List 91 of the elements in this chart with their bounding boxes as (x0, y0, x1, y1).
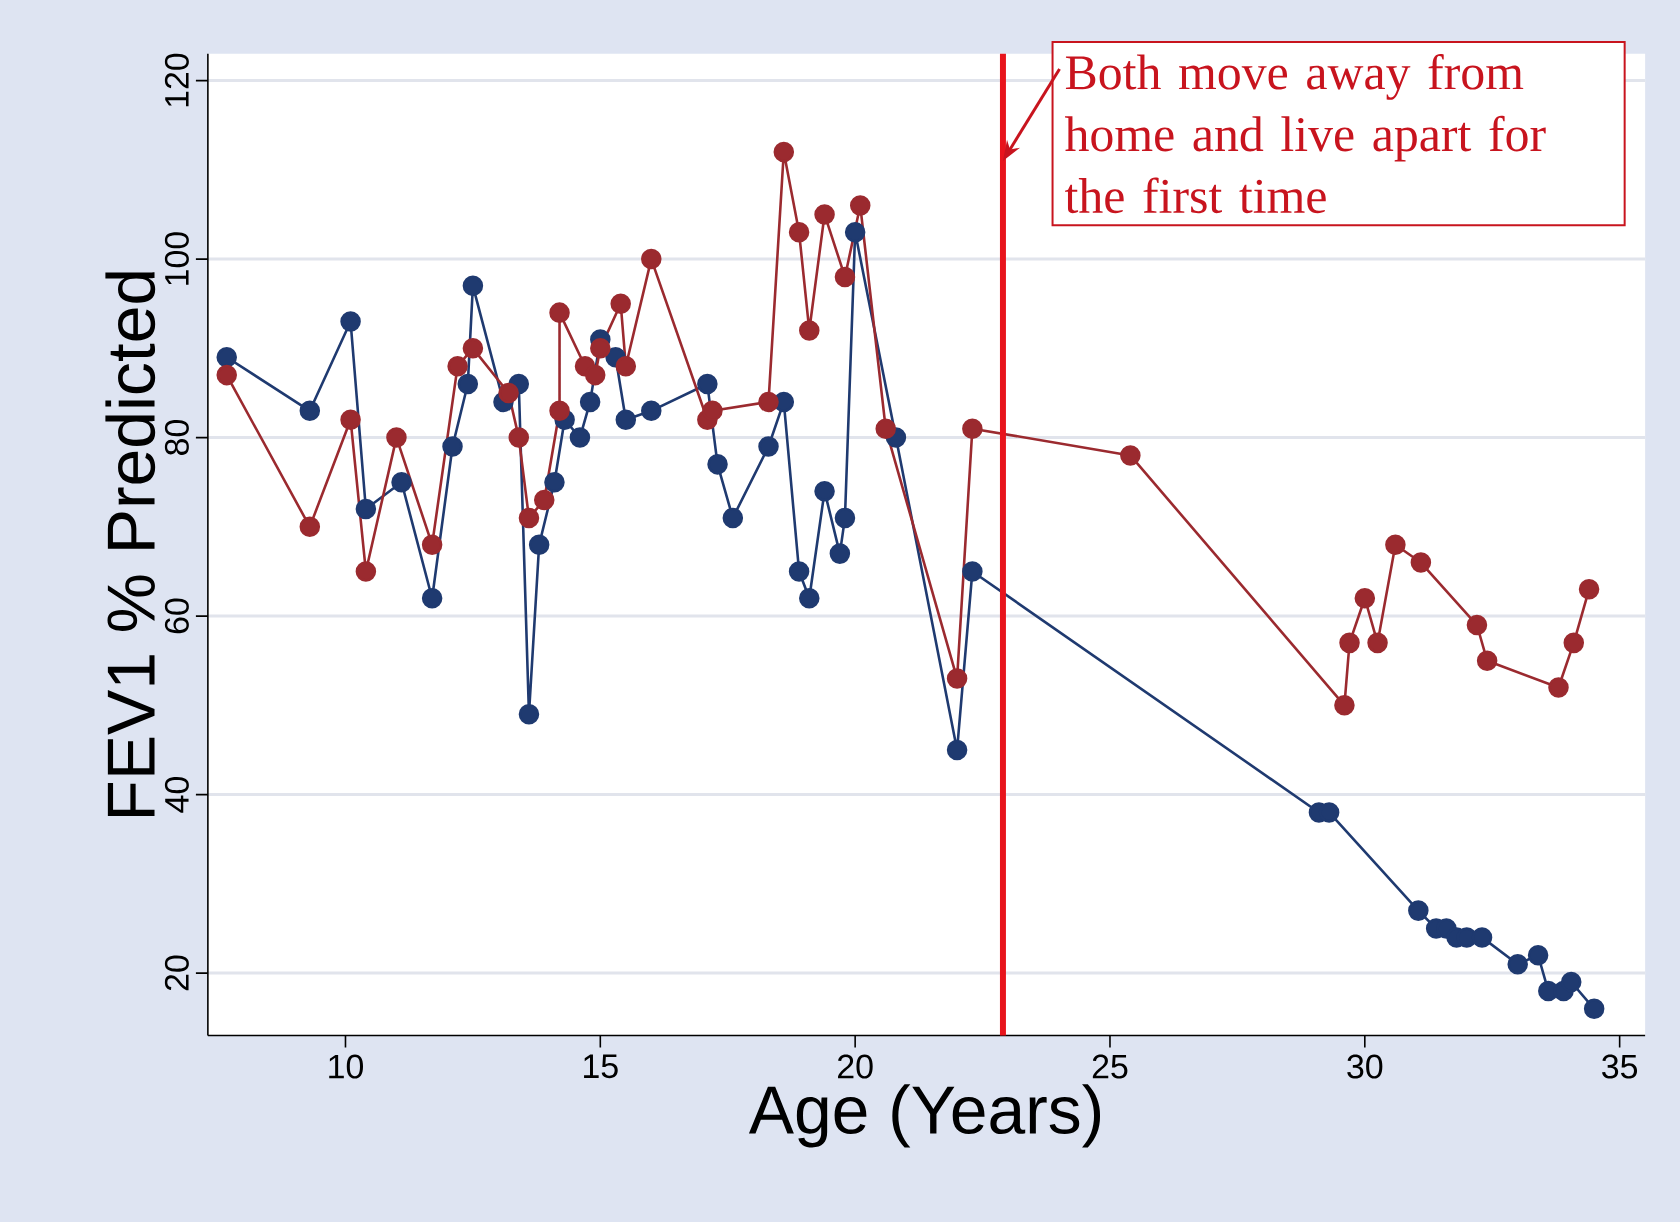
x-tick-label: 15 (584, 1054, 618, 1079)
y-tick-label: 20 (164, 955, 189, 991)
y-tick-label: 40 (164, 777, 189, 813)
point (462, 338, 484, 359)
point (579, 391, 601, 413)
point (1354, 587, 1376, 609)
point (544, 471, 565, 493)
point (758, 391, 779, 413)
point (1578, 579, 1600, 600)
point (518, 507, 540, 529)
point (814, 480, 835, 502)
point (1560, 971, 1582, 993)
point (1410, 552, 1432, 573)
y-tick-label: 60 (164, 598, 189, 634)
point (799, 320, 820, 341)
point (299, 400, 321, 422)
point (508, 427, 530, 448)
point (1385, 534, 1406, 555)
point (216, 347, 237, 368)
point (722, 507, 744, 529)
y-tick-label: 100 (164, 232, 189, 285)
point (946, 739, 968, 761)
point (533, 489, 555, 511)
point (702, 400, 723, 422)
point (340, 311, 361, 332)
point (814, 204, 835, 225)
point (641, 400, 662, 422)
point (1120, 445, 1141, 466)
point (421, 587, 443, 609)
point (442, 436, 463, 457)
point (386, 427, 407, 448)
y-axis-title: FEV1 % Predicted (105, 272, 156, 817)
point (590, 338, 611, 359)
point (391, 471, 412, 493)
point (457, 373, 479, 395)
y-tick-label: 80 (164, 420, 189, 455)
point (569, 427, 591, 448)
point (1471, 927, 1493, 948)
point (962, 561, 983, 582)
point (788, 561, 810, 582)
y-tick-label: 120 (164, 53, 189, 107)
point (610, 293, 631, 314)
point (518, 704, 540, 725)
point (834, 507, 856, 529)
point (834, 266, 856, 288)
point (1334, 695, 1355, 716)
x-tick-label: 10 (329, 1054, 364, 1079)
point (462, 275, 484, 297)
point (707, 454, 728, 475)
point (299, 516, 321, 538)
point (549, 302, 570, 323)
point (697, 373, 718, 395)
point (421, 534, 443, 555)
point (355, 498, 377, 520)
point (615, 355, 637, 377)
point (758, 436, 779, 457)
point (1466, 614, 1488, 636)
point (641, 248, 662, 270)
point (844, 222, 866, 243)
point (1339, 632, 1360, 654)
point (1527, 944, 1549, 966)
point (1367, 632, 1388, 654)
point (549, 400, 570, 422)
x-tick-label: 30 (1347, 1054, 1383, 1079)
point (498, 382, 519, 404)
point (355, 561, 377, 582)
point (1583, 998, 1605, 1020)
point (1408, 900, 1429, 921)
x-tick-label: 25 (1092, 1054, 1128, 1079)
x-tick-label: 35 (1602, 1054, 1638, 1079)
point (788, 222, 810, 243)
point (1563, 632, 1585, 654)
point (962, 418, 983, 439)
point (799, 587, 820, 609)
point (1476, 650, 1498, 672)
point (1548, 677, 1569, 698)
point (946, 668, 968, 689)
point (447, 355, 468, 377)
point (1507, 953, 1528, 975)
x-tick-label: 20 (838, 1054, 873, 1079)
point (773, 141, 795, 163)
x-axis-title: Age (Years) (748, 1084, 1101, 1148)
point (216, 364, 237, 386)
point (615, 409, 637, 431)
point (829, 543, 851, 564)
point (875, 418, 896, 439)
point (584, 364, 606, 386)
point (849, 195, 871, 216)
point (528, 534, 550, 555)
annotation: Both move away from home and live apart for the first time (1065, 54, 1546, 214)
point (340, 409, 361, 431)
